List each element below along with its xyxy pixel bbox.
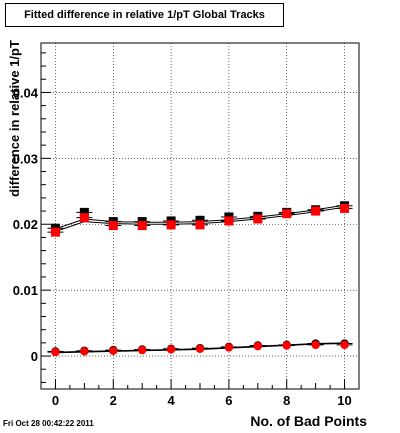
data-point <box>195 215 205 225</box>
x-axis-label: No. of Bad Points <box>250 413 367 429</box>
data-point <box>137 345 147 355</box>
data-markers <box>47 201 353 357</box>
data-point <box>195 220 205 230</box>
data-point <box>253 341 263 351</box>
data-point <box>224 343 234 352</box>
x-tick-label: 10 <box>337 393 351 408</box>
x-tick-label: 4 <box>167 393 175 408</box>
data-point <box>311 206 321 216</box>
chart-title: Fitted difference in relative 1/pT Globa… <box>5 3 284 27</box>
data-point <box>137 221 147 231</box>
y-tick-label: 0.01 <box>13 283 38 298</box>
data-point <box>166 345 176 354</box>
data-point <box>50 227 60 237</box>
data-point <box>79 207 89 217</box>
data-point <box>311 340 320 350</box>
y-axis-label: difference in relative 1/pT <box>6 39 22 197</box>
data-point <box>51 347 60 357</box>
data-point <box>80 347 89 356</box>
data-point <box>282 209 292 219</box>
data-point <box>340 340 349 350</box>
x-tick-label: 6 <box>225 393 232 408</box>
data-point <box>253 214 263 224</box>
y-tick-label: 0 <box>31 349 38 364</box>
y-tick-label: 0.02 <box>13 217 38 232</box>
timestamp: Fri Oct 28 00:42:22 2011 <box>3 419 94 428</box>
data-point <box>79 213 89 223</box>
axes: 0 2 4 6 8 10 0 0.01 0.02 0.03 0.04 <box>13 52 360 408</box>
x-tick-label: 8 <box>283 393 290 408</box>
y-tick-label: 0.04 <box>13 85 39 100</box>
data-point <box>166 220 176 230</box>
data-point <box>340 203 350 213</box>
y-tick-label: 0.03 <box>13 151 38 166</box>
x-tick-label: 0 <box>52 393 59 408</box>
data-point <box>109 346 118 355</box>
data-point <box>282 341 291 350</box>
data-point <box>195 344 205 353</box>
data-point <box>224 216 234 226</box>
x-tick-label: 2 <box>110 393 117 408</box>
data-point <box>108 221 118 231</box>
